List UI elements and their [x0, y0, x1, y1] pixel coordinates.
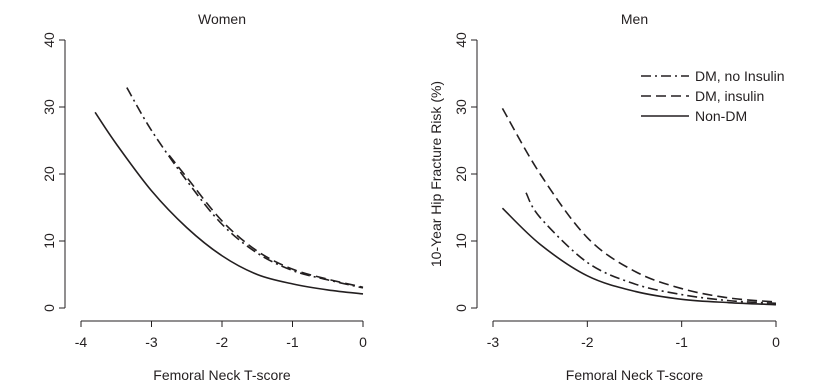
y-tick-label: 20	[453, 166, 469, 182]
x-axis-title: Femoral Neck T-score	[566, 367, 704, 383]
x-tick-label: -3	[487, 334, 500, 350]
y-tick-label: 0	[453, 304, 469, 312]
chart-panel-men: Men 0 10 20 30 40 -3 -2 -1 0 Femoral Neck T-score 1…	[428, 11, 784, 383]
legend-label: DM, no Insulin	[695, 68, 784, 84]
y-tick-label: 20	[41, 166, 57, 182]
series-line-dashed	[168, 154, 364, 289]
legend-label: Non-DM	[695, 108, 747, 124]
y-tick-label: 10	[41, 233, 57, 249]
x-tick-label: -1	[286, 334, 299, 350]
y-tick-label: 30	[453, 99, 469, 115]
y-tick-label: 0	[41, 304, 57, 312]
x-tick-label: -2	[581, 334, 594, 350]
series-line-dashdot	[525, 192, 777, 305]
series-line-dashdot	[126, 87, 364, 289]
chart-panel-women: Women 0 10 20 30 40 -4 -3 -2 -1 0 Femoral Neck T-sc…	[41, 11, 367, 383]
x-tick-label: -2	[216, 334, 229, 350]
series-line-dashed	[501, 107, 777, 303]
y-tick-label: 40	[453, 32, 469, 48]
y-axis-title: 10-Year Hip Fracture Risk (%)	[428, 81, 444, 267]
x-axis-title: Femoral Neck T-score	[153, 367, 291, 383]
series-line-solid	[501, 207, 777, 306]
x-tick-label: -1	[675, 334, 688, 350]
y-tick-label: 30	[41, 99, 57, 115]
legend: DM, no Insulin DM, insulin Non-DM	[641, 68, 784, 124]
legend-label: DM, insulin	[695, 88, 764, 104]
y-tick-label: 10	[453, 233, 469, 249]
series-line-solid	[94, 111, 364, 295]
x-tick-label: -3	[145, 334, 158, 350]
panel-title: Men	[621, 11, 648, 27]
x-tick-label: 0	[772, 334, 780, 350]
x-tick-label: 0	[359, 334, 367, 350]
x-tick-label: -4	[75, 334, 88, 350]
y-tick-label: 40	[41, 32, 57, 48]
panel-title: Women	[198, 11, 246, 27]
